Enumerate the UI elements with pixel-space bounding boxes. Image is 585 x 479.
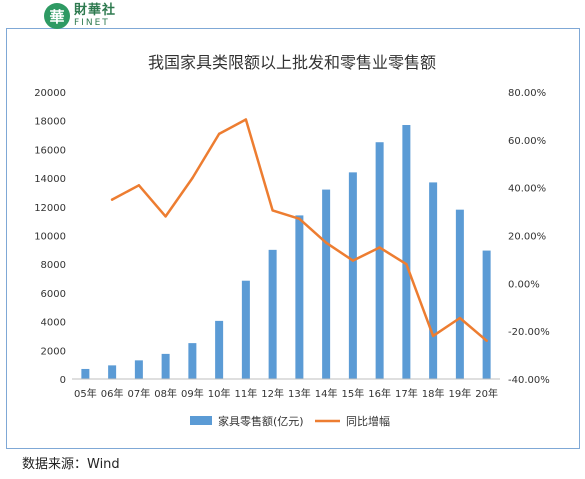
line-point xyxy=(217,132,221,136)
x-tick-label: 17年 xyxy=(395,387,418,400)
legend-bar-label: 家具零售额(亿元) xyxy=(218,414,304,428)
line-point xyxy=(324,241,328,244)
right-tick-label: -20.00% xyxy=(508,327,550,338)
x-tick-label: 16年 xyxy=(368,387,391,400)
left-tick-label: 8000 xyxy=(41,260,66,271)
left-tick-label: 2000 xyxy=(41,346,66,357)
bar xyxy=(215,320,224,379)
x-tick-label: 09年 xyxy=(181,387,204,400)
left-tick-label: 18000 xyxy=(34,117,66,128)
chart-title: 我国家具类限额以上批发和零售业零售额 xyxy=(148,53,436,72)
left-tick-label: 20000 xyxy=(34,88,66,99)
line-point xyxy=(431,334,435,338)
line-point xyxy=(458,316,462,320)
left-tick-label: 6000 xyxy=(41,289,66,300)
legend-bar-swatch xyxy=(190,416,212,425)
line-point xyxy=(378,246,381,249)
right-tick-label: -40.00% xyxy=(508,375,550,386)
line-point xyxy=(191,176,194,180)
brand-name-en: FINET xyxy=(74,18,110,28)
x-tick-label: 15年 xyxy=(342,387,365,400)
x-tick-label: 11年 xyxy=(235,387,258,400)
brand-name: 財華社 FINET xyxy=(74,4,116,28)
line-point xyxy=(137,184,141,187)
line-point xyxy=(164,215,167,218)
line-point xyxy=(485,339,488,342)
line-point xyxy=(351,259,355,262)
x-tick-label: 08年 xyxy=(154,387,177,400)
x-tick-label: 18年 xyxy=(422,387,445,400)
brand-name-cn: 財華社 xyxy=(74,3,117,18)
line-series xyxy=(110,118,488,342)
bar xyxy=(375,142,384,379)
bar xyxy=(134,360,143,379)
legend: 家具零售额(亿元) 同比增幅 xyxy=(190,414,390,428)
left-y-axis: 0 2000 4000 6000 8000 10000 12000 14000 16000 180… xyxy=(34,88,66,386)
bar xyxy=(482,250,491,379)
bar xyxy=(268,249,277,379)
brand-mark-icon: 華 xyxy=(44,3,70,29)
left-tick-label: 16000 xyxy=(34,145,66,156)
bar xyxy=(455,209,464,379)
x-tick-label: 07年 xyxy=(128,387,151,400)
bar xyxy=(161,353,170,379)
bar xyxy=(295,215,304,379)
bar xyxy=(108,365,117,379)
line-point xyxy=(110,198,114,201)
x-tick-label: 13年 xyxy=(288,387,311,400)
source-note: 数据来源：Wind xyxy=(22,457,120,472)
left-tick-label: 4000 xyxy=(41,318,66,329)
x-tick-label: 14年 xyxy=(315,387,338,400)
right-tick-label: 20.00% xyxy=(508,232,546,243)
bar xyxy=(188,343,197,379)
x-tick-label: 19年 xyxy=(449,387,472,400)
left-tick-label: 0 xyxy=(60,375,66,386)
left-tick-label: 10000 xyxy=(34,232,66,243)
right-y-axis: -40.00% -20.00% 0.00% 20.00% 40.00% 60.00% 80.… xyxy=(508,88,550,386)
left-tick-label: 14000 xyxy=(34,174,66,185)
bar xyxy=(241,280,250,379)
right-tick-label: 0.00% xyxy=(508,279,540,290)
right-tick-label: 60.00% xyxy=(508,136,546,147)
right-tick-label: 80.00% xyxy=(508,88,546,99)
bar xyxy=(348,172,357,379)
x-tick-label: 06年 xyxy=(101,387,124,400)
left-tick-label: 12000 xyxy=(34,203,66,214)
line-point xyxy=(244,118,248,121)
x-tick-label: 12年 xyxy=(261,387,284,400)
bar xyxy=(429,182,438,379)
x-tick-label: 20年 xyxy=(475,387,498,400)
line-point xyxy=(271,209,274,212)
x-tick-label: 10年 xyxy=(208,387,231,400)
bar xyxy=(402,125,411,379)
line-point xyxy=(405,263,408,266)
bar xyxy=(322,189,331,379)
x-tick-label: 05年 xyxy=(74,387,97,400)
bar xyxy=(81,368,90,379)
right-tick-label: 40.00% xyxy=(508,184,546,195)
x-axis: 05年 06年 07年 08年 09年 10年 11年 12年 13年 14年 15年 16年 17年 1… xyxy=(72,378,500,400)
legend-line-label: 同比增幅 xyxy=(346,414,390,428)
bar-series xyxy=(81,125,491,379)
line-point xyxy=(298,217,301,220)
brand-logo: 華 財華社 FINET xyxy=(44,2,116,30)
